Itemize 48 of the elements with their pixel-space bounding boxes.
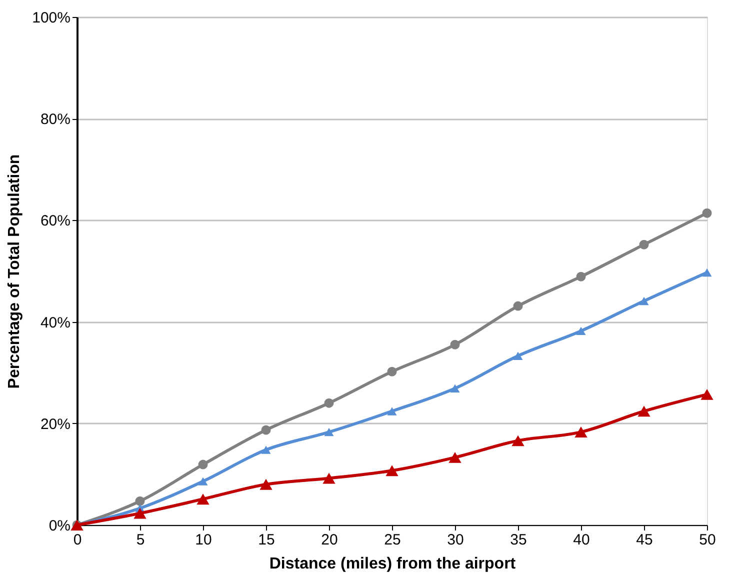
- point: [513, 352, 523, 360]
- point: [386, 465, 398, 476]
- point: [702, 268, 712, 277]
- y-tick-label: 20%: [40, 416, 70, 433]
- x-tick-label: 20: [321, 532, 338, 548]
- y-tick-label: 60%: [40, 212, 70, 230]
- x-tick-label: 50: [699, 532, 716, 548]
- point: [450, 340, 460, 350]
- point: [260, 478, 272, 490]
- point: [135, 496, 145, 506]
- point: [513, 301, 523, 311]
- point: [198, 477, 208, 486]
- point: [261, 446, 271, 454]
- point: [702, 208, 712, 218]
- point: [324, 428, 334, 436]
- y-tick-label: 100%: [32, 10, 70, 26]
- point: [387, 366, 397, 376]
- point: [576, 326, 586, 336]
- point: [700, 388, 714, 400]
- point: [638, 406, 650, 417]
- point: [639, 296, 649, 306]
- point: [196, 494, 210, 505]
- point: [512, 435, 524, 446]
- x-tick-label: 5: [136, 532, 145, 548]
- point: [261, 425, 271, 435]
- x-axis-title: Distance (miles) from the airport: [269, 556, 516, 572]
- x-tick-label: 45: [636, 532, 653, 548]
- y-tick-label: 0%: [48, 518, 70, 534]
- x-tick-label: 25: [384, 532, 401, 548]
- x-tick-label: 30: [447, 532, 464, 548]
- point: [448, 452, 462, 463]
- y-tick-label: 40%: [40, 314, 70, 332]
- point: [134, 508, 146, 519]
- x-tick-label: 40: [573, 532, 590, 548]
- x-tick-label: 15: [258, 532, 275, 548]
- y-axis-title: Percentage of Total Population: [6, 154, 24, 389]
- x-tick-label: 0: [73, 532, 82, 548]
- point: [639, 240, 649, 250]
- point: [387, 407, 397, 416]
- point: [324, 398, 334, 408]
- x-tick-label: 35: [510, 532, 527, 548]
- point: [198, 460, 208, 470]
- point: [576, 272, 586, 282]
- y-tick-label: 80%: [40, 111, 70, 128]
- x-tick-label: 10: [195, 532, 212, 548]
- point: [322, 472, 336, 484]
- point: [450, 384, 460, 392]
- point: [574, 426, 588, 438]
